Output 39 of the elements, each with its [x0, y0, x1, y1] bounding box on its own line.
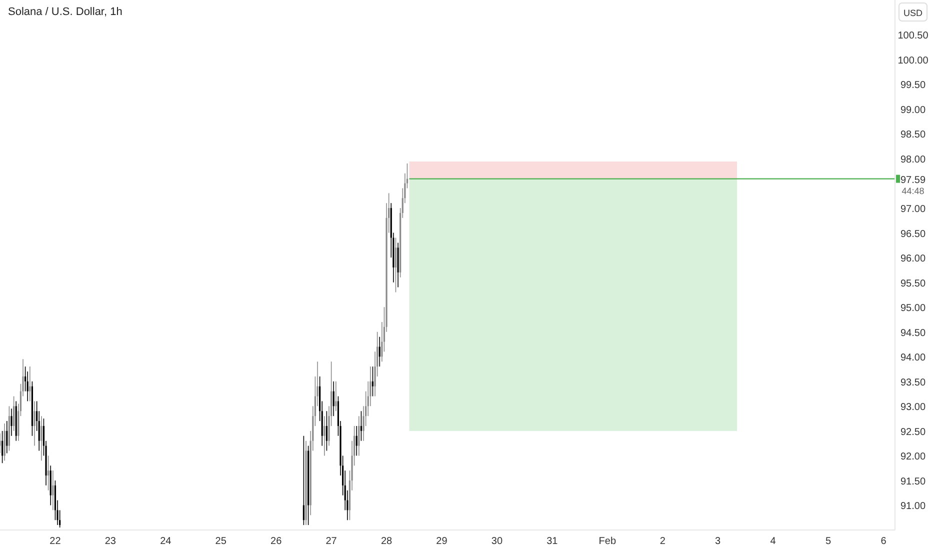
y-tick-label: 95.50	[900, 278, 926, 290]
x-tick-label: 3	[715, 536, 722, 547]
x-tick-label: 22	[50, 536, 62, 547]
x-tick-label: 2	[660, 536, 666, 547]
x-tick-label: 4	[770, 536, 776, 547]
y-tick-label: 99.50	[900, 80, 926, 92]
y-tick-label: 100.50	[898, 30, 929, 42]
x-tick-label: Feb	[598, 536, 616, 547]
y-tick-label: 93.00	[900, 402, 926, 414]
y-tick-label: 94.50	[900, 328, 926, 339]
x-tick-label: 30	[491, 536, 503, 547]
y-tick-label: 91.50	[900, 476, 926, 488]
y-tick-label: 93.50	[900, 377, 926, 388]
x-tick-label: 28	[380, 536, 393, 547]
y-tick-label: 96.00	[900, 254, 926, 265]
x-tick-label: 6	[880, 536, 887, 547]
x-tick-label: 27	[326, 536, 338, 547]
y-tick-label: 92.00	[900, 452, 926, 463]
y-tick-label: 97.00	[900, 204, 926, 216]
x-tick-label: 26	[270, 536, 282, 547]
ref-line-label: 97.59	[900, 174, 926, 186]
y-tick-label: 96.50	[900, 228, 926, 240]
x-tick-label: 24	[160, 536, 172, 547]
y-tick-label: 98.00	[900, 154, 926, 166]
y-tick-label: 95.00	[900, 303, 926, 314]
y-tick-label: 100.00	[898, 55, 929, 66]
text: USD	[903, 8, 923, 18]
y-tick-label: 94.00	[900, 352, 926, 364]
y-tick-label: 91.00	[900, 501, 926, 512]
y-tick-label: 98.50	[900, 130, 926, 141]
y-tick-label: 99.00	[900, 104, 926, 116]
x-tick-label: 23	[104, 536, 116, 547]
x-tick-label: 25	[215, 536, 227, 547]
x-tick-label: 5	[825, 536, 832, 547]
x-tick-label: 31	[546, 536, 558, 547]
x-tick-label: 29	[436, 536, 448, 547]
text: 44:48	[902, 186, 924, 196]
text: Solana / U.S. Dollar, 1h	[8, 6, 122, 18]
y-tick-label: 92.50	[900, 426, 926, 438]
